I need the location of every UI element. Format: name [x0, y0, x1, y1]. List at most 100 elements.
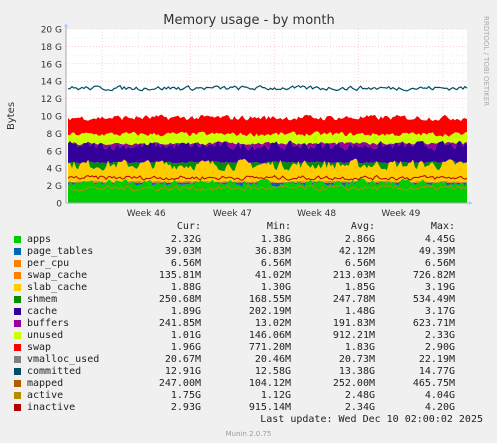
value-min: 12.58G	[254, 366, 291, 377]
value-avg: 2.48G	[344, 390, 375, 401]
y-tick-label: 10 G	[41, 113, 62, 123]
legend-label: cache	[27, 306, 58, 317]
area-cache	[68, 140, 467, 164]
area-swap	[68, 114, 467, 137]
value-cur: 39.03M	[164, 246, 201, 257]
value-cur: 1.96G	[170, 342, 201, 353]
legend-swatch	[14, 392, 21, 399]
value-avg: 1.85G	[344, 282, 375, 293]
value-min: 36.83M	[254, 246, 291, 257]
col-min-header: Min:	[266, 221, 291, 232]
legend-swatch	[14, 356, 21, 363]
x-tick-label: Week 47	[213, 209, 252, 219]
legend-swatch	[14, 344, 21, 351]
legend-swatch	[14, 284, 21, 291]
value-avg: 42.12M	[338, 246, 375, 257]
area-swap-cache	[68, 178, 467, 183]
legend-row-swap: swap 1.96G 771.20M 1.83G 2.90G	[0, 342, 497, 354]
legend-row-cache: cache 1.89G 202.19M 1.48G 3.17G	[0, 306, 497, 318]
value-cur: 1.89G	[170, 306, 201, 317]
legend-swatch	[14, 332, 21, 339]
rrdtool-watermark: RRDTOOL / TOBI OETIKER	[482, 16, 490, 106]
value-avg: 1.83G	[344, 342, 375, 353]
value-min: 168.55M	[248, 294, 291, 305]
x-axis-arrow	[469, 201, 473, 205]
legend-label: vmalloc_used	[27, 354, 100, 365]
value-cur: 20.67M	[164, 354, 201, 365]
munin-version: Munin 2.0.75	[225, 430, 272, 438]
value-min: 202.19M	[248, 306, 291, 317]
legend-row-buffers: buffers 241.85M 13.02M 191.83M 623.71M	[0, 318, 497, 330]
value-avg: 191.83M	[332, 318, 375, 329]
value-max: 4.04G	[424, 390, 455, 401]
y-tick-label: 14 G	[41, 78, 62, 88]
legend-label: committed	[27, 366, 82, 377]
value-avg: 1.48G	[344, 306, 375, 317]
legend-swatch	[14, 236, 21, 243]
value-min: 146.06M	[248, 330, 291, 341]
legend: Cur: Min: Avg: Max: apps 2.32G 1.38G 2.86G 4…	[0, 220, 497, 414]
series-lines	[67, 84, 468, 192]
y-axis-label: Bytes	[6, 102, 17, 130]
value-max: 6.56M	[424, 258, 455, 269]
value-cur: 2.32G	[170, 234, 201, 245]
legend-label: swap_cache	[27, 270, 88, 281]
legend-row-shmem: shmem 250.68M 168.55M 247.78M 534.49M	[0, 294, 497, 306]
value-avg: 20.73M	[338, 354, 375, 365]
value-min: 915.14M	[248, 402, 291, 413]
legend-row-swap-cache: swap_cache 135.81M 41.02M 213.03M 726.82M	[0, 270, 497, 282]
line-inactive	[67, 174, 468, 181]
value-cur: 250.68M	[158, 294, 201, 305]
legend-swatch	[14, 404, 21, 411]
last-update: Last update: Wed Dec 10 02:00:02 2025	[260, 414, 483, 425]
area-shmem	[68, 158, 467, 172]
value-min: 6.56M	[260, 258, 291, 269]
legend-row-apps: apps 2.32G 1.38G 2.86G 4.45G	[0, 234, 497, 246]
legend-label: inactive	[27, 402, 76, 413]
legend-row-inactive: inactive 2.93G 915.14M 2.34G 4.20G	[0, 402, 497, 414]
legend-row-committed: committed 12.91G 12.58G 13.38G 14.77G	[0, 366, 497, 378]
line-committed	[67, 84, 468, 92]
value-max: 534.49M	[412, 294, 455, 305]
legend-label: slab_cache	[27, 282, 88, 293]
value-min: 1.38G	[260, 234, 291, 245]
value-max: 14.77G	[418, 366, 455, 377]
legend-label: buffers	[27, 318, 70, 329]
legend-row-mapped: mapped 247.00M 104.12M 252.00M 465.75M	[0, 378, 497, 390]
value-min: 20.46M	[254, 354, 291, 365]
legend-label: apps	[27, 234, 52, 245]
value-avg: 2.86G	[344, 234, 375, 245]
legend-row-vmalloc-used: vmalloc_used 20.67M 20.46M 20.73M 22.19M	[0, 354, 497, 366]
value-avg: 252.00M	[332, 378, 375, 389]
legend-swatch	[14, 380, 21, 387]
legend-row-per-cpu: per_cpu 6.56M 6.56M 6.56M 6.56M	[0, 258, 497, 270]
value-cur: 247.00M	[158, 378, 201, 389]
value-cur: 1.88G	[170, 282, 201, 293]
y-tick-label: 0	[56, 200, 62, 210]
value-max: 3.19G	[424, 282, 455, 293]
col-avg-header: Avg:	[350, 221, 375, 232]
y-axis-arrow	[64, 23, 68, 27]
legend-swatch	[14, 296, 21, 303]
x-tick-label: Week 46	[127, 209, 166, 219]
axes: 0 2 G 4 G 6 G 8 G 10 G 12 G 14 G 16 G 18 G 20 G Wee…	[41, 23, 473, 219]
value-avg: 213.03M	[332, 270, 375, 281]
value-avg: 2.34G	[344, 402, 375, 413]
value-cur: 12.91G	[164, 366, 201, 377]
value-min: 104.12M	[248, 378, 291, 389]
legend-label: mapped	[27, 378, 64, 389]
value-max: 465.75M	[412, 378, 455, 389]
value-cur: 6.56M	[170, 258, 201, 269]
line-active	[67, 184, 468, 192]
legend-swatch	[14, 248, 21, 255]
value-cur: 1.75G	[170, 390, 201, 401]
x-tick-label: Week 48	[297, 209, 336, 219]
value-avg: 13.38G	[338, 366, 375, 377]
legend-row-slab-cache: slab_cache 1.88G 1.30G 1.85G 3.19G	[0, 282, 497, 294]
value-min: 771.20M	[248, 342, 291, 353]
legend-row-page-tables: page_tables 39.03M 36.83M 42.12M 49.39M	[0, 246, 497, 258]
stacked-areas	[68, 114, 467, 203]
memory-chart: Memory usage - by month Bytes RRDTOOL / …	[6, 13, 490, 219]
legend-swatch	[14, 308, 21, 315]
y-tick-label: 6 G	[46, 147, 62, 157]
